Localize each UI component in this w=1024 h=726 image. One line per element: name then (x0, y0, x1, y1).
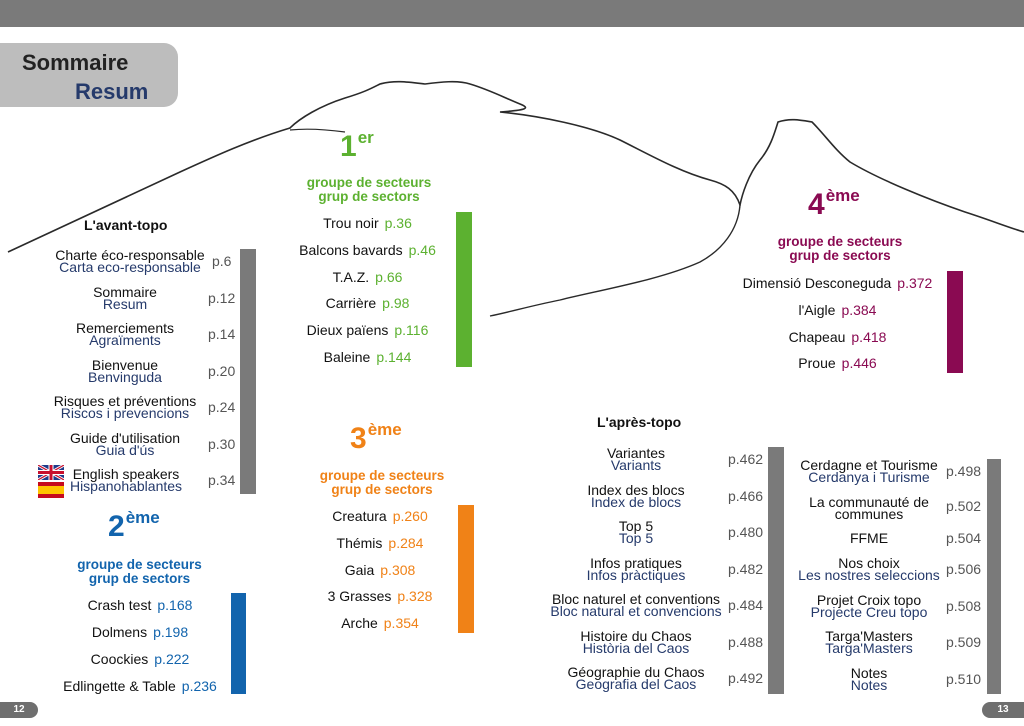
group-3-bar (458, 505, 474, 633)
left-page-number: 12 (0, 702, 38, 718)
sector-item: Coockies p.222 (90, 651, 190, 667)
page-ref: p.14 (208, 326, 236, 342)
list-item: Bloc naturel et conventions Bloc natural … (550, 591, 722, 619)
page-title: Sommaire (22, 50, 129, 75)
sector-item: Dieux païens p.116 (306, 322, 429, 338)
sector-item: Gaia p.308 (344, 562, 416, 578)
group-3-number: 3ème (350, 420, 402, 455)
list-item: Sommaire Resum (93, 284, 157, 312)
sector-item: l'Aigle p.384 (798, 302, 877, 318)
list-item: Notes Notes (850, 665, 888, 693)
apres-topo-bar-2 (987, 459, 1001, 694)
list-item: Projet Croix topo Projecte Creu topo (810, 592, 928, 620)
apres-topo-heading: L'après-topo (597, 414, 682, 430)
sector-item: Chapeau p.418 (788, 329, 887, 345)
sector-item: Creatura p.260 (332, 508, 428, 524)
list-item: Charte éco-responsable Carta eco-responsa… (55, 247, 205, 275)
list-item: Bienvenue Benvinguda (88, 357, 162, 385)
sector-item: Dolmens p.198 (91, 624, 189, 640)
group-1-number: 1er (340, 128, 374, 163)
sector-item: Proue p.446 (798, 355, 877, 371)
page-title-catalan: Resum (75, 79, 149, 104)
sector-item: Arche p.354 (341, 615, 419, 631)
list-item: Cerdagne et Tourisme Cerdanya i Turisme (800, 457, 938, 485)
apres-topo-bar-1 (768, 447, 784, 694)
list-item: Index des blocs Index de blocs (587, 482, 685, 510)
page-ref: p.508 (946, 598, 982, 614)
group-2-heading: groupe de secteurs grup de sectors (77, 557, 202, 586)
list-item: Targa'Masters Targa'Masters (825, 628, 913, 656)
group-4-bar (947, 271, 963, 373)
page-ref: p.34 (208, 472, 236, 488)
group-1-bar (456, 212, 472, 367)
page-ref: p.488 (728, 634, 764, 650)
page-ref: p.498 (946, 463, 982, 479)
page-ref: p.462 (728, 451, 764, 467)
page-ref: p.466 (728, 488, 764, 504)
list-item: Remerciements Agraïments (75, 320, 175, 348)
uk-flag-icon (38, 465, 64, 480)
list-item: Variantes Variants (606, 445, 666, 473)
group-2-bar (231, 593, 246, 694)
sector-item: Balcons bavards p.46 (299, 242, 436, 258)
right-page-number: 13 (982, 702, 1024, 718)
list-item: FFME (849, 530, 889, 546)
sector-item: Carrière p.98 (325, 295, 410, 311)
sector-item: 3 Grasses p.328 (327, 588, 433, 604)
list-item: Guide d'utilisation Guia d'ús (69, 430, 181, 458)
list-item: La communauté de communes (809, 494, 929, 522)
page-ref: p.30 (208, 436, 236, 452)
page-ref: p.504 (946, 530, 982, 546)
list-item: Nos choix Les nostres seleccions (798, 555, 940, 583)
list-item: Infos pratiques Infos pràctiques (586, 555, 686, 583)
sector-item: Baleine p.144 (323, 349, 412, 365)
list-item: Géographie du Chaos Geografia del Caos (567, 664, 705, 692)
group-2-number: 2ème (108, 508, 160, 543)
sector-item: Trou noir p.36 (323, 215, 412, 231)
page-ref: p.510 (946, 671, 982, 687)
top-banner (0, 0, 1024, 27)
page-ref: p.484 (728, 597, 764, 613)
page-ref: p.509 (946, 634, 982, 650)
spain-flag-icon (38, 482, 64, 498)
sector-item: Dimensió Desconeguda p.372 (742, 275, 933, 291)
page-ref: p.492 (728, 670, 764, 686)
page-ref: p.482 (728, 561, 764, 577)
group-1-heading: groupe de secteurs grup de sectors (306, 175, 432, 204)
page-ref: p.502 (946, 498, 982, 514)
avant-topo-heading: L'avant-topo (84, 217, 168, 233)
sector-item: T.A.Z. p.66 (332, 269, 403, 285)
avant-topo-bar (240, 249, 256, 494)
sector-item: Crash test p.168 (87, 597, 193, 613)
title-box (0, 43, 178, 107)
list-item: Histoire du Chaos Història del Caos (580, 628, 692, 656)
page-ref: p.20 (208, 363, 236, 379)
sector-item: Thémis p.284 (336, 535, 424, 551)
group-4-heading: groupe de secteurs grup de sectors (777, 234, 903, 263)
group-4-number: 4ème (808, 186, 860, 221)
list-item: Risques et préventions Riscos i prevencio… (53, 393, 197, 421)
page-ref: p.506 (946, 561, 982, 577)
list-item: English speakers Hispanohablantes (69, 466, 183, 494)
sector-item: Edlingette & Table p.236 (63, 678, 217, 694)
group-3-heading: groupe de secteurs grup de sectors (319, 468, 445, 497)
page-ref: p.6 (212, 253, 232, 269)
list-item: Top 5 Top 5 (618, 518, 654, 546)
page-ref: p.480 (728, 524, 764, 540)
page-ref: p.24 (208, 399, 236, 415)
page-ref: p.12 (208, 290, 236, 306)
